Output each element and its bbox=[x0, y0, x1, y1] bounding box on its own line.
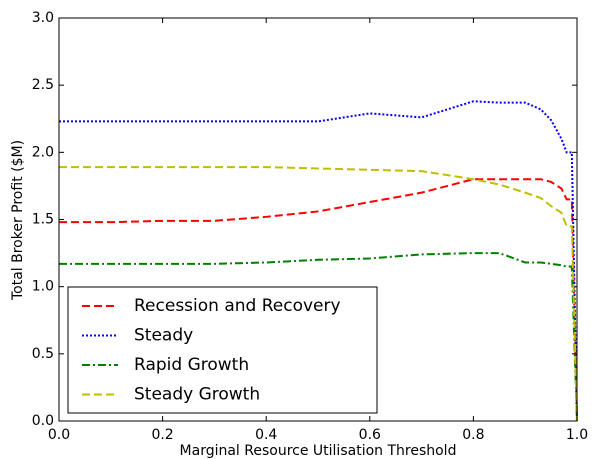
legend-label: Steady Growth bbox=[134, 385, 260, 405]
y-tick-label: 0.0 bbox=[32, 413, 54, 429]
x-tick-label: 0.8 bbox=[462, 427, 484, 443]
legend-label: Steady bbox=[134, 326, 193, 346]
y-tick-label: 3.0 bbox=[32, 10, 54, 26]
legend-box bbox=[67, 286, 378, 414]
y-tick-label: 2.0 bbox=[32, 144, 54, 160]
x-tick-label: 0.4 bbox=[255, 427, 277, 443]
legend-label: Recession and Recovery bbox=[134, 296, 341, 316]
series-line bbox=[59, 178, 578, 422]
x-tick-label: 0.0 bbox=[48, 427, 70, 443]
y-axis-label: Total Broker Profit ($M) bbox=[10, 140, 26, 301]
plot-frame bbox=[58, 17, 578, 422]
y-tick-label: 2.5 bbox=[32, 77, 54, 93]
y-tick-label: 0.5 bbox=[32, 346, 54, 362]
x-tick-label: 0.2 bbox=[151, 427, 173, 443]
legend-label: Rapid Growth bbox=[134, 355, 249, 375]
x-tick-label: 1.0 bbox=[566, 427, 588, 443]
y-tick-label: 1.5 bbox=[32, 212, 54, 228]
y-tick-label: 1.0 bbox=[32, 279, 54, 295]
x-tick-label: 0.6 bbox=[359, 427, 381, 443]
x-axis-label: Marginal Resource Utilisation Threshold bbox=[180, 443, 457, 459]
series-line bbox=[59, 100, 578, 422]
series-line bbox=[59, 166, 578, 422]
